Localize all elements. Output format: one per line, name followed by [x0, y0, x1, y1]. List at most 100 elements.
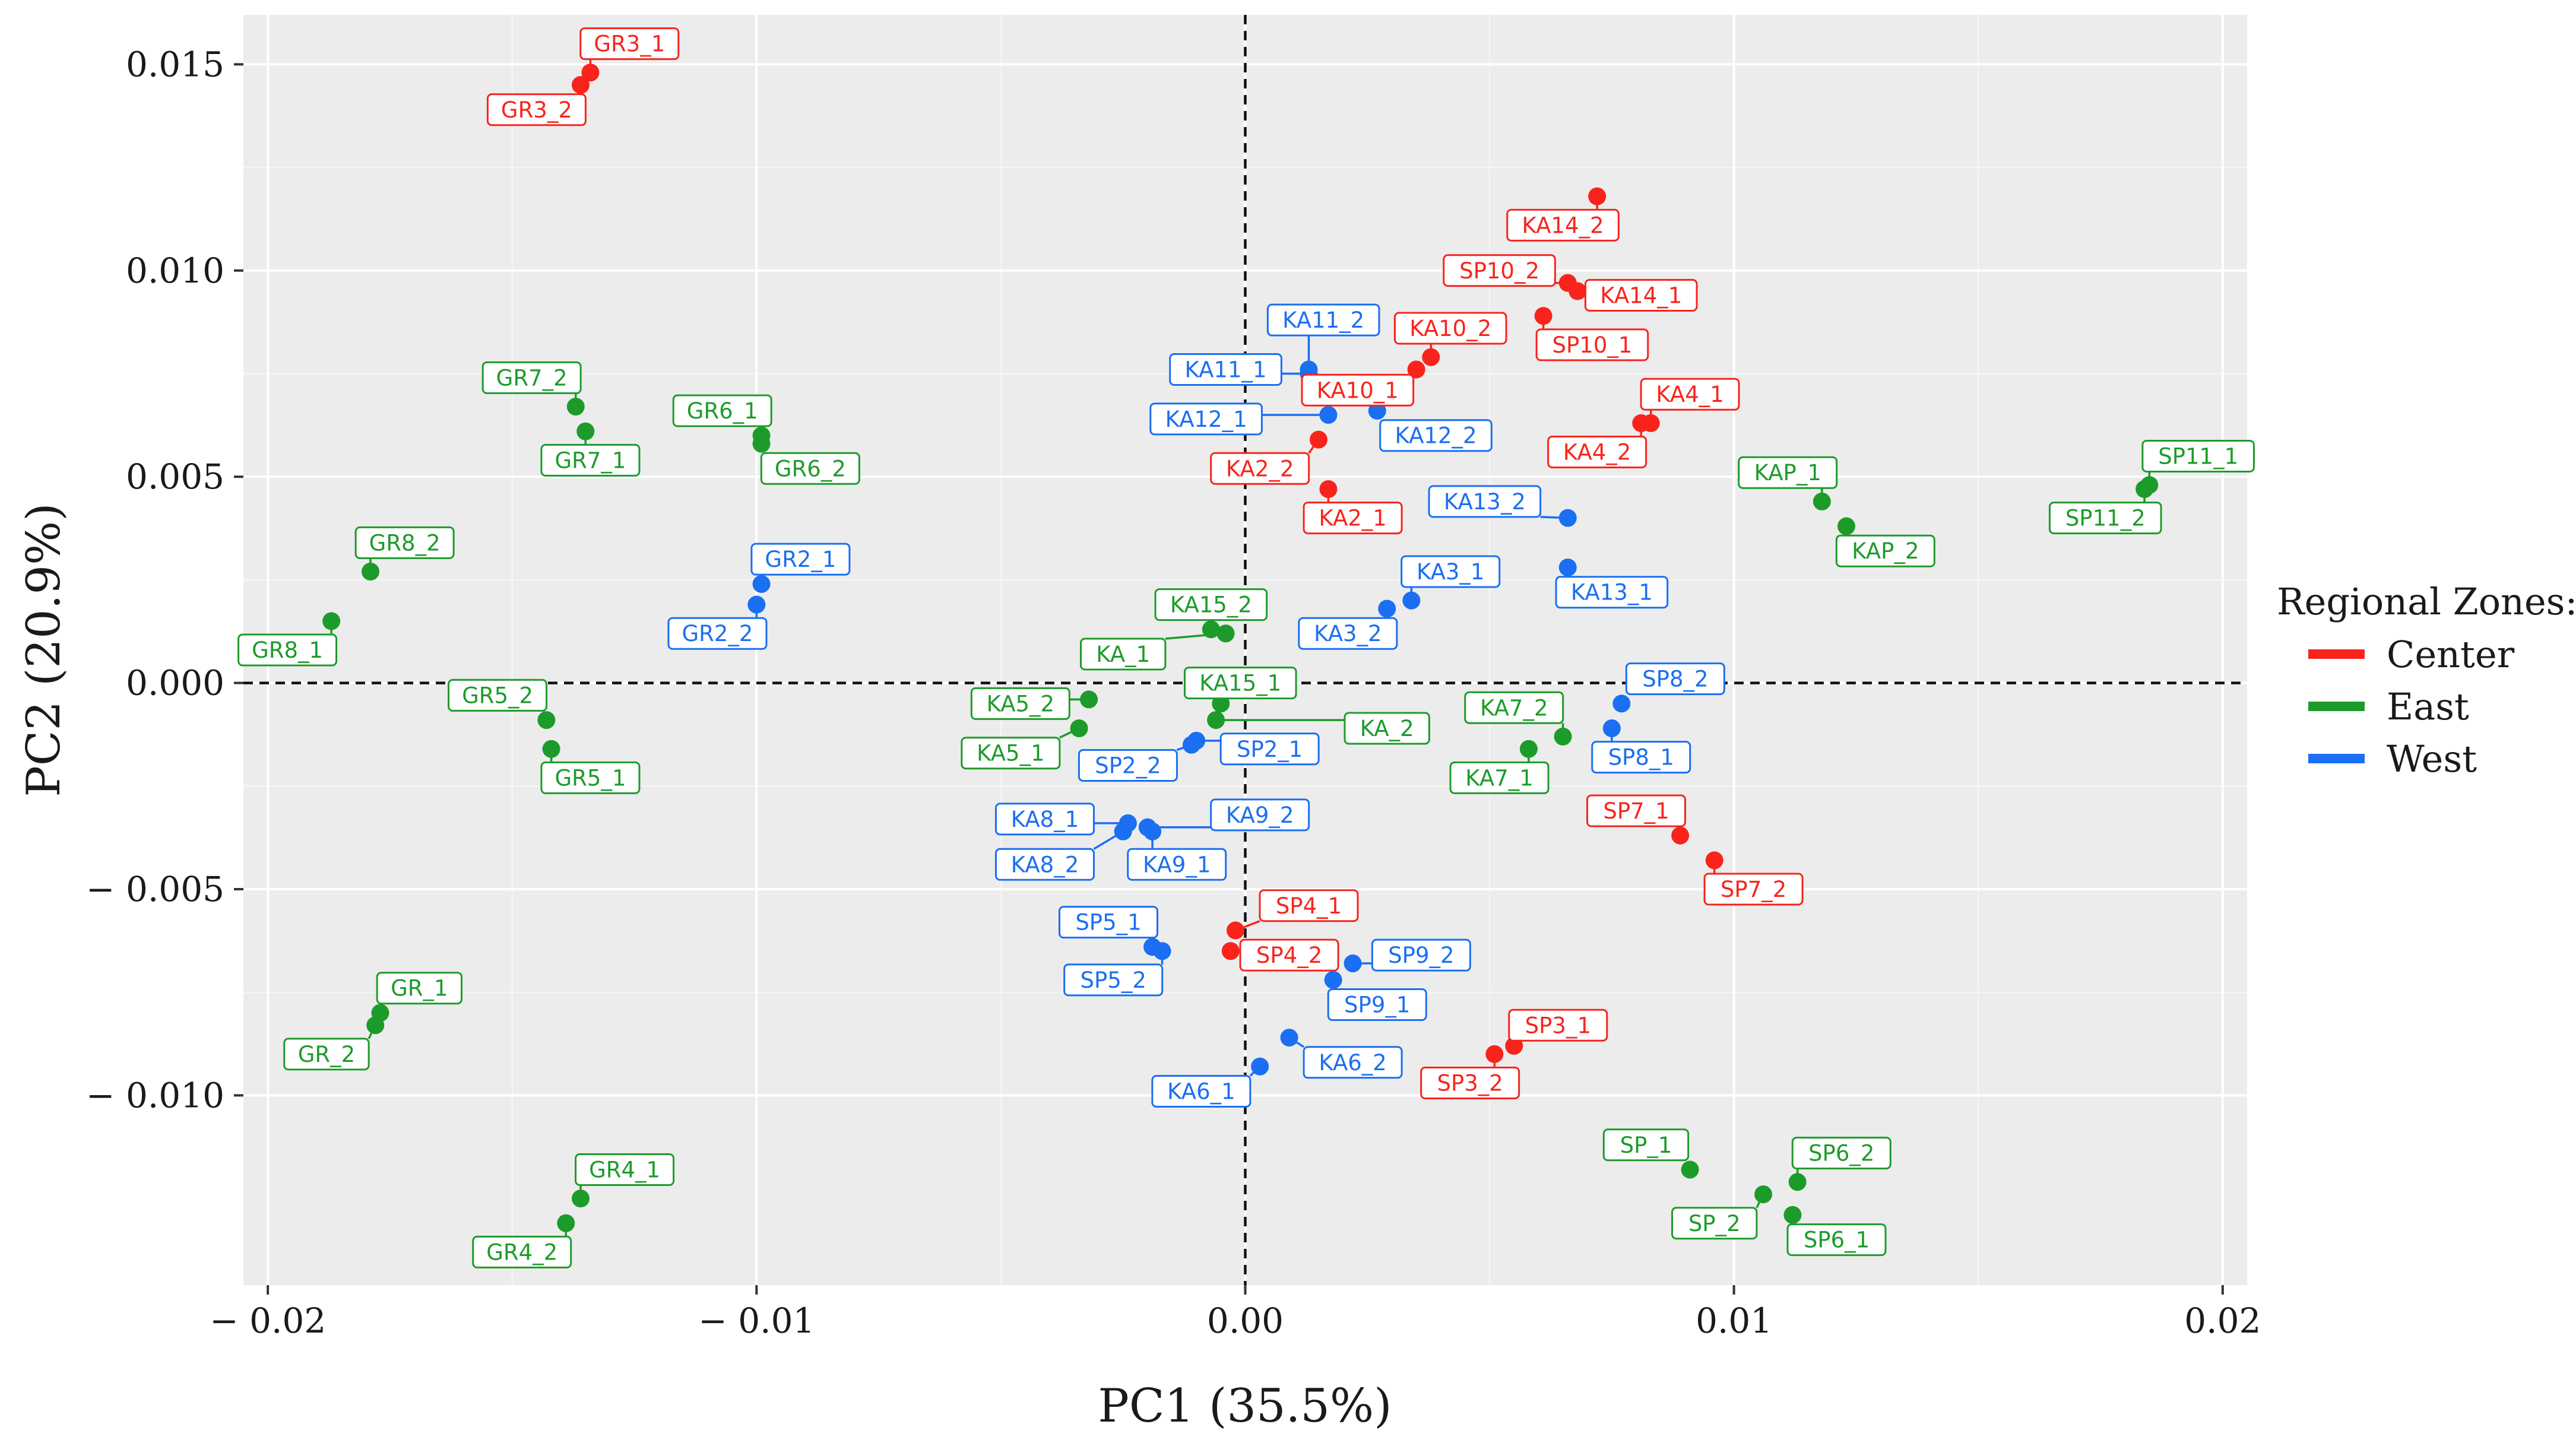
point-label-box — [1078, 749, 1178, 782]
point-label-box — [672, 394, 772, 427]
data-point — [581, 64, 600, 82]
data-point — [1554, 727, 1572, 746]
data-point — [1227, 921, 1245, 940]
data-point — [1612, 694, 1631, 713]
point-label-box — [1151, 1074, 1251, 1108]
point-label-box — [1183, 667, 1297, 700]
y-tick-label: − 0.010 — [86, 1075, 224, 1115]
point-label-box — [1239, 938, 1339, 972]
legend-title: Regional Zones: — [2277, 580, 2576, 623]
point-label-box — [1393, 312, 1507, 345]
point-label: KA12_2 — [1395, 423, 1477, 449]
point-label-box — [1379, 419, 1493, 452]
point-label-box — [1344, 712, 1430, 745]
point-label: SP6_1 — [1804, 1228, 1870, 1253]
data-point — [1588, 187, 1607, 205]
data-point — [1251, 1057, 1269, 1076]
data-point — [1216, 624, 1235, 643]
y-tick-label: 0.010 — [126, 250, 224, 291]
point-label: SP10_1 — [1552, 332, 1632, 358]
data-point — [1280, 1029, 1298, 1047]
point-label: KA7_1 — [1465, 765, 1533, 791]
point-label-box — [1428, 485, 1542, 518]
point-label-box — [237, 633, 338, 667]
data-point — [571, 76, 590, 94]
point-label: KA15_2 — [1170, 592, 1252, 618]
point-label: SP10_2 — [1459, 258, 1539, 284]
point-label-box — [1791, 1137, 1891, 1170]
x-tick-label: 0.02 — [2184, 1301, 2261, 1341]
point-label: KA15_1 — [1199, 671, 1281, 696]
point-label-box — [1210, 452, 1310, 485]
point-label: SP2_2 — [1095, 753, 1161, 779]
point-label: SP9_2 — [1388, 943, 1454, 968]
point-label-box — [1535, 328, 1649, 361]
point-label-box — [1371, 938, 1471, 972]
point-label: SP_1 — [1620, 1133, 1672, 1158]
point-label-box — [1080, 637, 1167, 671]
point-label: KA2_1 — [1319, 506, 1387, 531]
data-point — [752, 575, 771, 593]
x-axis-title: PC1 (35.5%) — [1098, 1379, 1392, 1433]
point-label-box — [283, 1038, 370, 1071]
point-label-box — [1703, 873, 1804, 906]
data-point — [1558, 509, 1577, 527]
point-label: SP4_2 — [1256, 943, 1322, 968]
point-label-box — [1835, 534, 1935, 567]
point-label: KA13_1 — [1571, 580, 1653, 605]
data-point — [542, 740, 560, 758]
data-point — [1534, 307, 1552, 325]
point-label: SP_2 — [1688, 1211, 1741, 1236]
point-label: SP4_1 — [1276, 893, 1342, 919]
point-label-box — [1449, 761, 1550, 794]
data-point — [1143, 822, 1162, 840]
data-point — [1378, 600, 1396, 618]
point-label-box — [1063, 963, 1164, 997]
legend-label: East — [2387, 685, 2469, 728]
point-label-box — [540, 761, 641, 794]
data-point — [1837, 517, 1855, 535]
data-point — [322, 612, 341, 630]
point-label: KA6_1 — [1167, 1079, 1235, 1104]
point-label-box — [472, 1235, 572, 1268]
point-label: KA5_2 — [987, 691, 1055, 716]
point-label: KA4_2 — [1563, 439, 1631, 465]
data-point — [571, 1190, 590, 1208]
legend-swatch — [2308, 702, 2365, 711]
x-tick-label: − 0.02 — [210, 1301, 326, 1341]
point-label-box — [1401, 555, 1501, 588]
point-label-box — [1555, 576, 1669, 609]
data-point — [557, 1214, 575, 1232]
data-point — [1485, 1045, 1504, 1063]
point-label: GR4_2 — [486, 1239, 557, 1265]
data-point — [1070, 719, 1088, 738]
point-label: GR7_2 — [496, 365, 568, 391]
data-point — [1783, 1206, 1802, 1224]
data-point — [1519, 740, 1538, 758]
point-label-box — [995, 848, 1095, 881]
point-label: GR2_1 — [765, 547, 836, 572]
legend-label: Center — [2387, 633, 2515, 676]
point-label: SP8_2 — [1642, 667, 1708, 692]
point-label-box — [1547, 435, 1647, 468]
point-label-box — [2048, 502, 2162, 535]
point-label: SP6_2 — [1808, 1141, 1874, 1166]
point-label: KA6_2 — [1319, 1050, 1387, 1076]
data-point — [576, 422, 595, 440]
data-point — [1813, 492, 1831, 510]
point-label: KA11_1 — [1185, 357, 1267, 383]
point-label: KA4_1 — [1656, 382, 1724, 407]
point-label-box — [1508, 1008, 1608, 1042]
point-label-box — [961, 737, 1061, 770]
data-point — [1319, 405, 1338, 424]
point-label: SP8_1 — [1608, 745, 1674, 770]
point-label-box — [1301, 373, 1415, 407]
point-label: SP7_1 — [1603, 798, 1669, 824]
point-label: KA3_2 — [1314, 621, 1382, 646]
point-label-box — [1059, 906, 1159, 939]
point-label: KA9_2 — [1226, 803, 1294, 828]
point-label-box — [1586, 794, 1687, 827]
point-label-box — [1219, 732, 1320, 766]
point-label: SP11_1 — [2158, 443, 2238, 469]
